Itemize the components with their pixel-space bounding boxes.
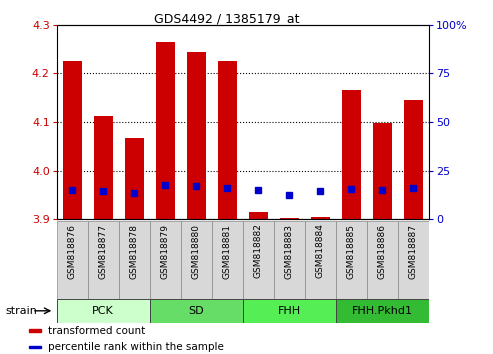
Text: FHH: FHH bbox=[278, 306, 301, 316]
Bar bbox=[187, 52, 206, 219]
Text: strain: strain bbox=[6, 306, 38, 316]
Text: transformed count: transformed count bbox=[47, 326, 145, 336]
Bar bbox=[150, 221, 181, 299]
Bar bbox=[305, 221, 336, 299]
Bar bbox=[218, 61, 237, 219]
Bar bbox=[398, 221, 429, 299]
Text: PCK: PCK bbox=[92, 306, 114, 316]
Text: GDS4492 / 1385179_at: GDS4492 / 1385179_at bbox=[154, 12, 300, 25]
Bar bbox=[94, 116, 112, 219]
Bar bbox=[249, 212, 268, 219]
Text: GSM818884: GSM818884 bbox=[316, 224, 325, 279]
Bar bbox=[181, 221, 212, 299]
Bar bbox=[342, 91, 361, 219]
Text: GSM818883: GSM818883 bbox=[285, 224, 294, 279]
Bar bbox=[29, 329, 40, 332]
Text: FHH.Pkhd1: FHH.Pkhd1 bbox=[352, 306, 413, 316]
Text: percentile rank within the sample: percentile rank within the sample bbox=[47, 342, 223, 352]
Bar bbox=[280, 218, 299, 219]
Bar bbox=[404, 100, 423, 219]
Bar bbox=[156, 42, 175, 219]
Text: GSM818880: GSM818880 bbox=[192, 224, 201, 279]
Text: GSM818879: GSM818879 bbox=[161, 224, 170, 279]
Text: GSM818885: GSM818885 bbox=[347, 224, 356, 279]
Text: GSM818886: GSM818886 bbox=[378, 224, 387, 279]
Bar bbox=[150, 299, 243, 323]
Text: GSM818878: GSM818878 bbox=[130, 224, 139, 279]
Bar bbox=[243, 221, 274, 299]
Text: GSM818882: GSM818882 bbox=[254, 224, 263, 279]
Bar bbox=[367, 221, 398, 299]
Bar bbox=[63, 61, 81, 219]
Text: GSM818881: GSM818881 bbox=[223, 224, 232, 279]
Bar bbox=[274, 221, 305, 299]
Bar bbox=[336, 221, 367, 299]
Bar bbox=[88, 221, 119, 299]
Bar bbox=[373, 123, 391, 219]
Text: SD: SD bbox=[188, 306, 204, 316]
Bar bbox=[29, 346, 40, 348]
Bar bbox=[57, 299, 150, 323]
Bar bbox=[336, 299, 429, 323]
Text: GSM818887: GSM818887 bbox=[409, 224, 418, 279]
Bar bbox=[125, 138, 143, 219]
Text: GSM818877: GSM818877 bbox=[99, 224, 108, 279]
Bar bbox=[119, 221, 150, 299]
Bar bbox=[212, 221, 243, 299]
Bar bbox=[243, 299, 336, 323]
Text: GSM818876: GSM818876 bbox=[68, 224, 77, 279]
Bar bbox=[57, 221, 88, 299]
Bar bbox=[311, 217, 330, 219]
